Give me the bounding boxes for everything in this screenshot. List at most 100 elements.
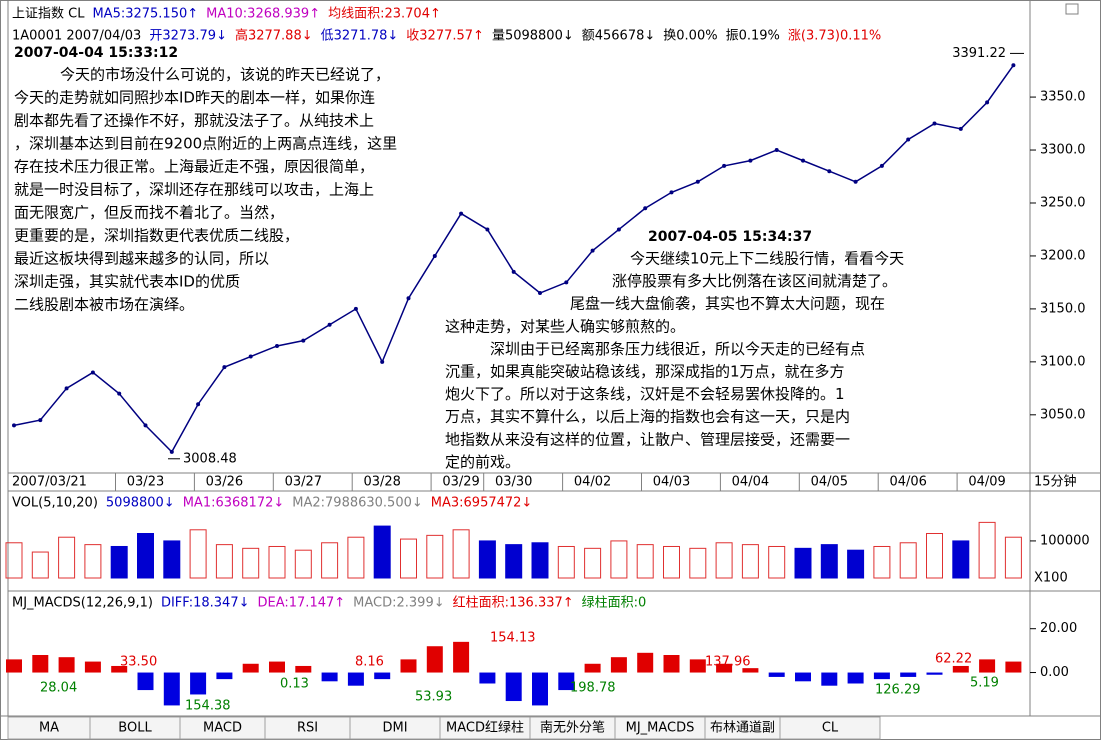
price-point xyxy=(748,158,753,163)
volume-bar xyxy=(321,542,339,579)
price-point xyxy=(564,280,569,285)
price-point xyxy=(90,370,95,375)
annotation-line: 定的前戏。 xyxy=(445,453,520,471)
area-label: 28.04 xyxy=(40,681,77,696)
volume-bar xyxy=(137,533,154,579)
volume-bar xyxy=(84,544,102,579)
price-point xyxy=(248,354,253,359)
annotation-line: 炮火下了。所以对于这条线，汉奸是不会轻易罢休投降的。1 xyxy=(445,385,845,403)
area-label: 53.93 xyxy=(415,690,452,705)
price-point xyxy=(222,365,227,370)
volume-bar xyxy=(478,540,496,579)
window-button[interactable] xyxy=(1065,3,1079,15)
header-field: MA2:7988630.500↓ xyxy=(292,496,423,511)
header-field: DEA:17.147↑ xyxy=(258,596,346,611)
x-tick-label: 04/04 xyxy=(732,475,769,490)
price-point xyxy=(511,269,516,274)
header-field: 上证指数 CL xyxy=(12,7,85,22)
tab-label[interactable]: MA xyxy=(39,721,59,736)
tab-label[interactable]: 南无外分笔 xyxy=(540,720,605,736)
period-label: 15分钟 xyxy=(1034,474,1077,490)
tab-label[interactable]: MACD红绿柱 xyxy=(446,720,524,736)
macd-bar xyxy=(111,665,128,673)
price-point xyxy=(485,227,490,232)
tab-label[interactable]: CL xyxy=(822,721,839,736)
tab-label[interactable]: RSI xyxy=(297,721,318,736)
annotation-line: 今天的市场没什么可说的，该说的昨天已经说了， xyxy=(60,66,390,84)
header-field: 额456678↓ xyxy=(582,29,656,44)
y-tick-label: 100000 xyxy=(1040,533,1090,548)
price-point xyxy=(616,227,621,232)
area-label: 0.13 xyxy=(280,677,309,692)
price-point xyxy=(459,211,464,216)
macd-bar xyxy=(426,646,443,673)
x-tick-label: 04/05 xyxy=(811,475,848,490)
tab-label[interactable]: BOLL xyxy=(118,721,152,736)
annotation-line: 地指数从来没有这样的位置，让散户、管理层接受，还需要一 xyxy=(445,430,850,448)
header-field: 1A0001 2007/04/03 xyxy=(12,29,141,44)
tab[interactable] xyxy=(779,716,881,740)
header-field: MA3:6957472↓ xyxy=(431,496,533,511)
price-point xyxy=(432,253,437,258)
tab-label[interactable]: DMI xyxy=(382,721,407,736)
volume-bar xyxy=(163,540,181,579)
y-tick-label: 3150.0 xyxy=(1040,301,1086,316)
area-label: 198.78 xyxy=(570,681,616,696)
header-field: 红柱面积:136.337↑ xyxy=(453,595,574,611)
macd-bar xyxy=(716,663,733,673)
area-label: 62.22 xyxy=(935,652,972,667)
price-point xyxy=(406,296,411,301)
tab-label[interactable]: MACD xyxy=(203,721,242,736)
price-point xyxy=(143,423,148,428)
annotation-line: 今天继续10元上下二线股行情，看看今天 xyxy=(630,250,904,268)
volume-bar xyxy=(400,538,417,579)
tab-label[interactable]: 布林通道副 xyxy=(710,721,775,736)
macd-bar xyxy=(1005,661,1022,673)
x-tick-label: 04/02 xyxy=(574,475,611,490)
annotation-line: 面无限宽广，但反而找不着北了。当然， xyxy=(14,204,284,222)
header-field: 5098800↓ xyxy=(106,496,175,511)
macd-bar xyxy=(663,655,680,673)
volume-bar xyxy=(426,534,444,579)
volume-bar xyxy=(768,545,786,579)
y-tick-label: 3200.0 xyxy=(1040,248,1086,263)
annotation-timestamp: 2007-04-04 15:33:12 xyxy=(14,45,178,61)
header-field: DIFF:18.347↓ xyxy=(161,596,250,611)
header-field: 开3273.79↓ xyxy=(149,29,227,44)
annotation-line: 更重要的是，深圳指数更代表优质二线股， xyxy=(14,227,299,245)
header-field: 量5098800↓ xyxy=(492,29,574,44)
macd-bar xyxy=(163,672,180,706)
x-tick-label: 03/29 xyxy=(442,475,479,490)
annotation-line: 二线股剧本被市场在演绎。 xyxy=(14,296,194,314)
price-point xyxy=(695,179,700,184)
macd-bar xyxy=(979,659,996,673)
macd-bar xyxy=(926,672,943,675)
x-tick-label: 04/06 xyxy=(889,475,926,490)
header-field: MA1:6368172↓ xyxy=(183,496,285,511)
volume-bar xyxy=(715,542,733,579)
volume-bar xyxy=(873,545,891,579)
price-point xyxy=(353,306,358,311)
macd-bar xyxy=(768,672,785,677)
annotation-line: 沉重，如果真能突破站稳该线，那深成指的1万点，就在多方 xyxy=(445,363,845,381)
annotation-line: ，深圳基本达到目前在9200点附近的上两高点连线，这里 xyxy=(14,135,397,153)
y-tick-label: 3100.0 xyxy=(1040,354,1086,369)
annotation-line: 剧本都先看了还操作不好，那就没法子了。从纯技术上 xyxy=(14,112,374,130)
area-label: 154.13 xyxy=(490,631,536,646)
tab-label[interactable]: MJ_MACDS xyxy=(626,721,695,736)
annotation-line: 涨停股票有多大比例落在该区间就清楚了。 xyxy=(612,272,897,290)
annotation-line: 尾盘一线大盘偷袭，其实也不算太大问题，现在 xyxy=(570,295,885,313)
y-tick-label: 3300.0 xyxy=(1040,143,1086,158)
volume-bar xyxy=(110,545,128,579)
volume-bar xyxy=(741,544,759,579)
price-point xyxy=(380,359,385,364)
volume-bar xyxy=(584,547,602,579)
volume-bar xyxy=(215,544,233,579)
macd-bar xyxy=(137,672,154,691)
unit-label: X100 xyxy=(1034,571,1068,586)
price-point xyxy=(932,121,937,126)
low-label: 3008.48 xyxy=(183,451,237,466)
header-field: 换0.00% xyxy=(663,29,717,44)
price-point xyxy=(879,163,884,168)
price-point xyxy=(985,100,990,105)
